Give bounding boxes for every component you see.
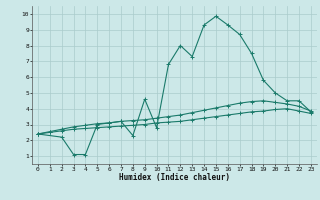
X-axis label: Humidex (Indice chaleur): Humidex (Indice chaleur) — [119, 173, 230, 182]
